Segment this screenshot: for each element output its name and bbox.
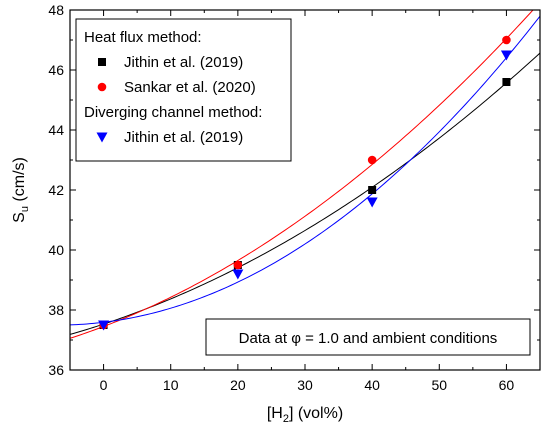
x-axis-title: [H2] (vol%) xyxy=(267,405,343,425)
legend-heading: Heat flux method: xyxy=(84,29,202,46)
fit-curve-1 xyxy=(70,10,534,339)
x-tick-label: 20 xyxy=(230,377,246,393)
x-tick-label: 30 xyxy=(297,377,313,393)
annotation: Data at φ = 1.0 and ambient conditions xyxy=(205,318,531,356)
data-markers xyxy=(98,35,512,331)
legend-label: Jithin et al. (2019) xyxy=(124,54,243,71)
data-point-s0-2 xyxy=(368,186,377,194)
x-tick-label: 10 xyxy=(163,377,179,393)
legend-heading: Diverging channel method: xyxy=(84,104,262,121)
y-tick-label: 42 xyxy=(48,182,64,198)
fit-curve-2 xyxy=(70,15,540,326)
axes: 0 10 20 30 40 50 60 36 38 40 42 44 46 48 [H2] (vol%) Su… xyxy=(11,2,541,425)
legend: Heat flux method: Jithin et al. (2019) San… xyxy=(75,18,292,162)
data-point-s2-3 xyxy=(500,50,512,61)
data-point-s2-2 xyxy=(366,197,378,208)
x-tick-label: 50 xyxy=(431,377,447,393)
data-point-s2-0 xyxy=(98,320,110,331)
x-tick-label: 40 xyxy=(364,377,380,393)
legend-label: Sankar et al. (2020) xyxy=(124,79,256,96)
y-tick-label: 48 xyxy=(48,2,64,18)
y-axis-title: Su (cm/s) xyxy=(11,157,31,223)
x-tick-label: 0 xyxy=(100,377,108,393)
legend-marker xyxy=(98,58,106,66)
y-tick-label: 46 xyxy=(48,62,64,78)
annotation-box xyxy=(205,318,531,356)
data-point-s1-3 xyxy=(502,35,511,45)
legend-box xyxy=(75,18,292,162)
legend-label: Jithin et al. (2019) xyxy=(124,129,243,146)
legend-marker xyxy=(96,132,108,143)
y-tick-label: 44 xyxy=(48,122,64,138)
y-tick-label: 36 xyxy=(48,362,64,378)
data-point-s2-1 xyxy=(232,269,244,280)
data-point-s0-3 xyxy=(502,78,511,86)
fit-curves xyxy=(70,10,540,339)
y-tick-label: 38 xyxy=(48,302,64,318)
data-point-s1-1 xyxy=(233,260,243,270)
x-tick-label: 60 xyxy=(499,377,515,393)
legend-marker xyxy=(97,82,107,92)
data-point-s1-2 xyxy=(367,155,377,165)
annotation-text: Data at φ = 1.0 and ambient conditions xyxy=(239,330,498,347)
y-tick-label: 40 xyxy=(48,242,64,258)
